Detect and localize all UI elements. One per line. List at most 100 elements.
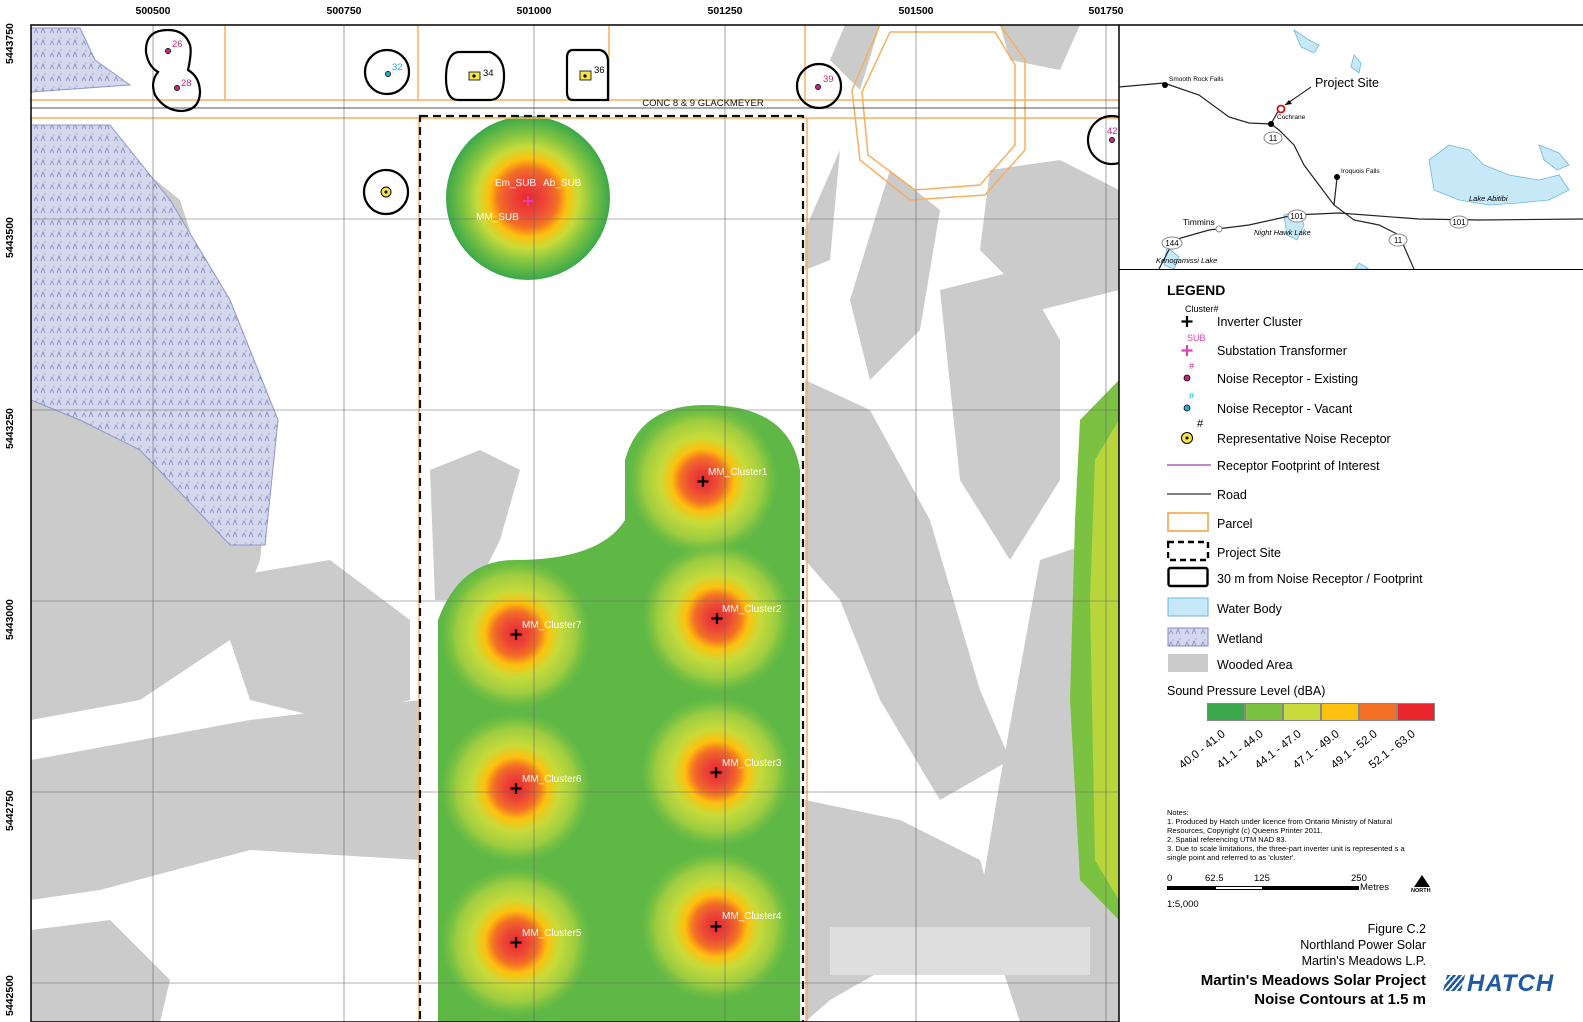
legend-sup: # [1189, 391, 1195, 401]
project-site-label: Project Site [1315, 76, 1379, 90]
receptor-32-dot[interactable] [385, 71, 391, 77]
project-site-box-icon [1167, 540, 1210, 562]
spl-swatch [1397, 703, 1435, 721]
spl-swatch [1207, 703, 1245, 721]
cluster-label: MM_Cluster1 [708, 467, 768, 478]
scale-tick: 250 [1351, 873, 1367, 884]
x-tick-label: 501250 [707, 5, 743, 17]
inverter-cluster-3[interactable]: MM_Cluster3 [710, 758, 782, 778]
town-dot [1334, 174, 1340, 180]
wooded-box-icon [1168, 654, 1208, 672]
legend-panel: LEGEND Cluster# Inverter Cluster SUB Sub… [1119, 270, 1583, 1022]
wetland-area [31, 124, 279, 546]
receptor-26-dot[interactable] [165, 48, 171, 54]
north-label: NORTH [1411, 888, 1431, 894]
pink-cross-icon [1181, 345, 1193, 356]
receptor-39-dot[interactable] [815, 84, 821, 90]
buffer-26-28[interactable] [144, 28, 202, 113]
place-label: Iroquois Falls [1341, 168, 1380, 175]
legend-item-receptor-vacant: # Noise Receptor - Vacant [1167, 391, 1567, 421]
map-frame [30, 24, 1120, 1022]
entity-name: Martin's Meadows L.P. [1301, 954, 1426, 968]
project-site-marker[interactable] [1276, 104, 1286, 114]
legend-item-wooded: Wooded Area [1167, 651, 1567, 677]
hatch-logo: HATCH [1442, 970, 1554, 998]
road-label: CONC 8 & 9 GLACKMEYER [642, 98, 764, 109]
receptor-label: 26 [172, 39, 183, 50]
wooded-area [940, 270, 1060, 560]
legend-label: Noise Receptor - Existing [1217, 372, 1359, 386]
legend-label: Substation Transformer [1217, 344, 1347, 358]
inverter-cluster-2[interactable]: MM_Cluster2 [711, 604, 782, 624]
spl-swatch [1359, 703, 1397, 721]
inverter-cluster-6[interactable]: MM_Cluster6 [510, 774, 582, 794]
legend-item-wetland: Wetland [1167, 625, 1567, 651]
buffer-32[interactable] [363, 48, 411, 96]
legend-item-road: Road [1167, 481, 1567, 507]
spl-swatch [1283, 703, 1321, 721]
inverter-cluster-5[interactable]: MM_Cluster5 [510, 928, 582, 948]
buffer-34[interactable] [444, 50, 506, 102]
x-tick-label: 501750 [1088, 5, 1124, 17]
receptor-buffers [144, 28, 1136, 216]
place-label: Night Hawk Lake [1254, 228, 1311, 237]
receptor-points [165, 48, 1115, 198]
inverter-cluster-7[interactable]: MM_Cluster7 [510, 620, 582, 640]
x-tick-label: 501000 [516, 5, 552, 17]
existing-receptor-icon [1183, 374, 1191, 382]
receptor-label: 28 [181, 78, 192, 89]
inverter-cluster-1[interactable]: MM_Cluster1 [697, 467, 768, 487]
y-tick-label: 5442750 [4, 790, 16, 831]
receptor-28-dot[interactable] [174, 85, 180, 91]
highway-shield: 11 [1269, 134, 1278, 143]
inset-svg: Project Site Smooth Rock Falls Cochrane … [1118, 28, 1583, 270]
legend-item-substation: SUB Substation Transformer [1167, 333, 1567, 363]
spl-swatch [1321, 703, 1359, 721]
grid-lines [31, 25, 1119, 1022]
legend-label: Wooded Area [1217, 658, 1293, 672]
receptor-42-dot[interactable] [1109, 137, 1115, 143]
buffer-39[interactable] [795, 62, 843, 110]
wooded-area [31, 920, 170, 1022]
substation-label-mm: MM_SUB [476, 212, 519, 223]
y-tick-label: 5443250 [4, 408, 16, 449]
inset-towns [1162, 82, 1340, 180]
parcel-box-icon [1167, 512, 1209, 532]
project-site-boundary [418, 114, 805, 1022]
wooded-area [430, 450, 520, 600]
y-tick-label: 5442500 [4, 975, 16, 1016]
cluster-label: MM_Cluster6 [522, 774, 582, 785]
legend-item-representative-receptor: # Representative Noise Receptor [1167, 418, 1567, 451]
cluster-label: MM_Cluster2 [722, 604, 782, 615]
receptor-label: 36 [594, 65, 605, 76]
inverter-cluster-4[interactable]: MM_Cluster4 [710, 911, 782, 932]
buffer-36[interactable] [565, 48, 610, 102]
legend-item-parcel: Parcel [1167, 510, 1567, 536]
scale-bar: 0 62.5 125 250 Metres NORTH [1167, 870, 1431, 910]
scale-tick: 0 [1167, 873, 1173, 884]
buffer-representative[interactable] [362, 168, 410, 216]
y-tick-label: 5443750 [4, 23, 16, 64]
legend-sup: Cluster# [1185, 304, 1219, 314]
substation-label-ab: Ab_SUB [543, 178, 582, 189]
lake-abitibi-shape [1428, 144, 1570, 206]
legend-item-water: Water Body [1167, 595, 1567, 621]
legend-label: Inverter Cluster [1217, 315, 1303, 329]
substation-transformer[interactable]: Em_SUB Ab_SUB MM_SUB [476, 178, 582, 223]
wooded-area [805, 150, 840, 270]
town-dot [1268, 121, 1274, 127]
legend-title: LEGEND [1167, 282, 1226, 298]
location-inset-map[interactable]: Project Site Smooth Rock Falls Cochrane … [1118, 25, 1583, 270]
wooded-area [31, 520, 150, 700]
buffer-42[interactable] [1086, 114, 1136, 166]
representative-receptor-icon [1181, 432, 1193, 444]
wooded-area [210, 560, 410, 720]
legend-label: Receptor Footprint of Interest [1217, 459, 1380, 473]
vacant-receptor-icon [1183, 404, 1191, 412]
wetland-area [31, 27, 132, 93]
legend-sup: # [1189, 361, 1195, 371]
receptor-label: 32 [392, 62, 403, 73]
contour-east-inner [1090, 420, 1119, 900]
legend-item-buffer: 30 m from Noise Receptor / Footprint [1167, 565, 1567, 591]
